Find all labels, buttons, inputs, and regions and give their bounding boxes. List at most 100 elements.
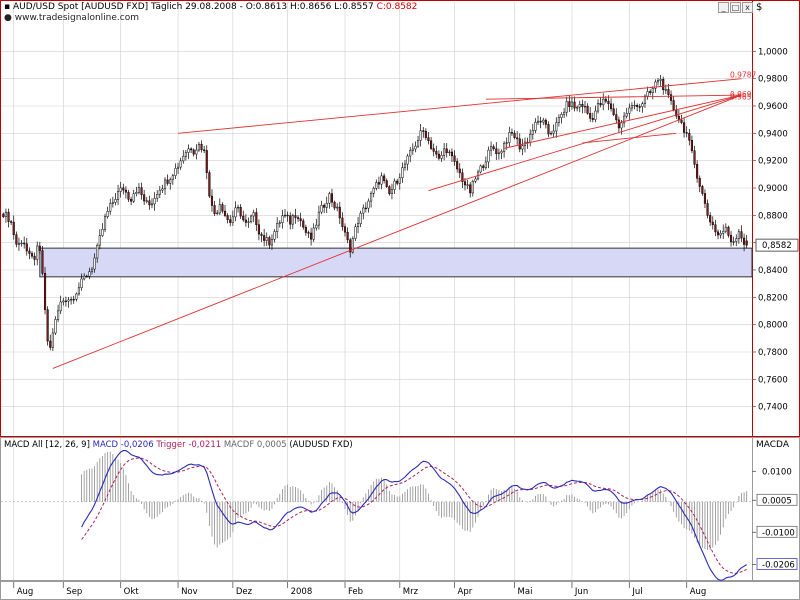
candle-body bbox=[557, 117, 560, 123]
candle-body bbox=[497, 152, 500, 155]
candle-body bbox=[343, 226, 347, 233]
candle-body bbox=[388, 186, 391, 194]
candle-body bbox=[662, 79, 665, 91]
candle-body bbox=[664, 89, 667, 91]
candle-body bbox=[735, 238, 738, 242]
candle-body bbox=[302, 220, 305, 228]
candle-body bbox=[690, 139, 693, 152]
minimize-button[interactable]: _ bbox=[718, 2, 729, 13]
price-axis-frame bbox=[752, 0, 800, 437]
candle-body bbox=[539, 120, 542, 123]
candle-body bbox=[711, 221, 714, 226]
candle-body bbox=[163, 179, 167, 190]
macd-tick-label: -0.0206 bbox=[762, 561, 795, 571]
candle-body bbox=[2, 213, 5, 217]
candle-body bbox=[270, 239, 274, 246]
candle-body bbox=[75, 293, 78, 300]
website-line: ● www.tradesignalonline.com bbox=[4, 13, 139, 23]
candle-body bbox=[385, 180, 388, 187]
candle-body bbox=[237, 206, 240, 209]
close-button[interactable]: x bbox=[742, 2, 753, 13]
time-tick-label: Aug bbox=[690, 587, 707, 597]
candle-body bbox=[630, 105, 633, 109]
candle-body bbox=[581, 103, 584, 107]
trendline bbox=[485, 94, 742, 100]
candle-body bbox=[521, 145, 524, 150]
candle-body bbox=[51, 332, 54, 348]
price-tick-label: 0,8400 bbox=[758, 266, 788, 276]
candle-body bbox=[25, 243, 28, 252]
candle-body bbox=[143, 194, 146, 202]
candle-body bbox=[341, 217, 344, 227]
ohlc-summary: AUD/USD Spot [AUDUSD FXD] Täglich 29.08.… bbox=[12, 2, 374, 12]
website-bullet-icon: ● bbox=[4, 13, 15, 23]
candle-body bbox=[161, 188, 164, 191]
price-panel-frame bbox=[0, 0, 753, 437]
candle-body bbox=[124, 189, 127, 193]
candle-body bbox=[651, 88, 654, 93]
candle-body bbox=[88, 271, 91, 277]
time-tick-label: Nov bbox=[181, 587, 198, 597]
candle-body bbox=[463, 181, 467, 186]
candle-body bbox=[4, 211, 7, 217]
candle-body bbox=[437, 153, 440, 159]
candle-body bbox=[325, 202, 328, 208]
candle-body bbox=[57, 310, 60, 320]
candle-body bbox=[727, 226, 730, 236]
macd-tick-label: -0.0100 bbox=[762, 528, 795, 538]
candle-body bbox=[330, 193, 334, 203]
candle-body bbox=[495, 148, 498, 155]
candle-body bbox=[119, 187, 122, 192]
macd-line bbox=[81, 449, 747, 581]
chart-title-line: ▪ AUD/USD Spot [AUDUSD FXD] Täglich 29.0… bbox=[4, 2, 417, 12]
candle-body bbox=[406, 155, 409, 165]
candle-body bbox=[122, 187, 125, 191]
candle-body bbox=[223, 210, 227, 216]
candle-body bbox=[458, 168, 461, 174]
candle-body bbox=[83, 275, 86, 280]
candle-body bbox=[41, 250, 44, 274]
candle-body bbox=[685, 132, 688, 134]
candle-body bbox=[117, 191, 120, 200]
candle-body bbox=[15, 234, 18, 245]
candle-body bbox=[72, 298, 75, 301]
candle-body bbox=[242, 215, 245, 221]
candle-body bbox=[589, 113, 592, 119]
candle-body bbox=[552, 130, 555, 134]
candle-body bbox=[372, 188, 375, 194]
candle-body bbox=[680, 119, 683, 123]
candle-body bbox=[643, 95, 647, 104]
candle-body bbox=[192, 149, 195, 155]
candle-body bbox=[80, 278, 83, 289]
macd-legend: MACD All [12, 26, 9] MACD -0,0206 Trigge… bbox=[4, 440, 353, 450]
candle-body bbox=[534, 121, 537, 131]
price-tick-label: 0,8800 bbox=[758, 211, 788, 221]
candle-body bbox=[320, 205, 323, 213]
candle-body bbox=[607, 100, 610, 105]
candle-body bbox=[453, 155, 456, 162]
candle-body bbox=[210, 195, 214, 206]
candle-body bbox=[323, 205, 326, 208]
candle-body bbox=[623, 115, 626, 124]
candle-body bbox=[427, 137, 430, 142]
candle-body bbox=[362, 207, 365, 214]
candle-body bbox=[743, 237, 746, 245]
price-tick-label: 0,9200 bbox=[758, 157, 788, 167]
candle-body bbox=[531, 130, 534, 135]
time-tick-label: Okt bbox=[124, 587, 140, 597]
last-price-box bbox=[755, 238, 799, 252]
candle-body bbox=[659, 79, 662, 81]
candle-body bbox=[565, 101, 568, 113]
time-tick-label: Mrz bbox=[403, 587, 419, 597]
candle-body bbox=[432, 148, 435, 152]
maximize-button[interactable]: □ bbox=[730, 2, 741, 13]
candle-body bbox=[740, 231, 743, 239]
candle-body bbox=[333, 201, 336, 209]
time-tick-label: Sep bbox=[66, 587, 82, 597]
candle-body bbox=[20, 242, 23, 245]
candle-body bbox=[435, 151, 438, 155]
candle-body bbox=[596, 103, 600, 112]
trendline bbox=[504, 94, 742, 149]
candle-body bbox=[289, 215, 292, 225]
